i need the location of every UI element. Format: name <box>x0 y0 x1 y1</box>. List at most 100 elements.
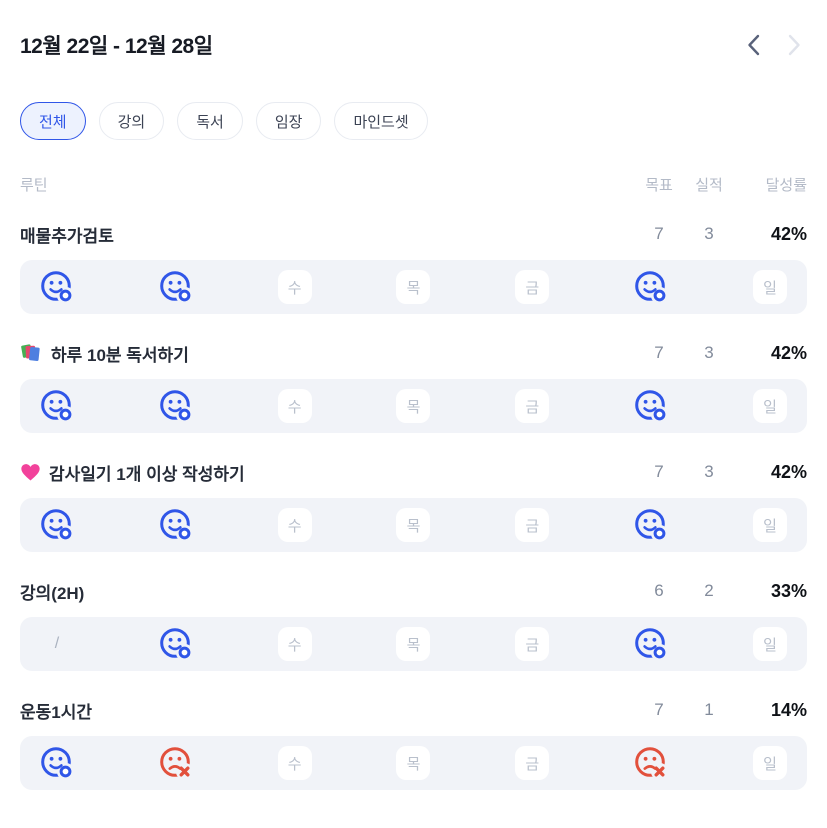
day-cell-금: 금 <box>510 627 554 661</box>
weekly-routine-report: 12월 22일 - 12월 28일 전체 강의 독서 임장 마인드셋 루틴 목표 실적 … <box>20 0 807 790</box>
day-chip-수: 수 <box>277 389 312 423</box>
completed-day-icon <box>157 625 195 663</box>
routine-rate-value: 42% <box>770 342 807 363</box>
column-actual: 실적 <box>695 177 723 194</box>
chevron-right-icon <box>788 34 801 59</box>
completed-day-icon <box>157 506 195 544</box>
day-chip-목: 목 <box>396 508 431 542</box>
day-chip-수: 수 <box>277 627 312 661</box>
day-cell-토 <box>629 744 673 782</box>
day-cell-토 <box>629 268 673 306</box>
routine-rate-value: 14% <box>770 699 807 720</box>
routine-row: 운동1시간 7 1 14% <box>20 697 807 723</box>
routine-actual-value: 1 <box>704 700 714 719</box>
day-cell-목: 목 <box>391 508 435 542</box>
routine-actual-value: 2 <box>704 581 714 600</box>
routine-name-text: 강의(2H) <box>20 583 85 603</box>
completed-day-icon <box>632 387 670 425</box>
day-cell-수: 수 <box>273 627 317 661</box>
completed-day-icon <box>157 268 195 306</box>
day-chip-금: 금 <box>515 746 550 780</box>
day-cell-일: 일 <box>748 627 792 661</box>
filter-chip-전체[interactable]: 전체 <box>20 102 86 140</box>
day-chip-일: 일 <box>752 746 787 780</box>
completed-day-icon <box>632 625 670 663</box>
next-week-button[interactable] <box>788 34 801 56</box>
filter-chip-강의[interactable]: 강의 <box>98 102 165 140</box>
routine-row: 하루 10분 독서하기 7 3 42% <box>20 340 807 366</box>
day-cell-월 <box>35 506 79 544</box>
pink-heart-icon <box>20 463 41 482</box>
day-cell-월 <box>35 268 79 306</box>
day-cell-일: 일 <box>748 508 792 542</box>
routine-rate-value: 42% <box>770 461 807 482</box>
completed-day-icon <box>632 506 670 544</box>
day-cell-수: 수 <box>273 270 317 304</box>
day-cell-월 <box>35 744 79 782</box>
missed-day-icon <box>157 744 195 782</box>
routine-name: 운동1시간 <box>20 698 635 723</box>
day-chip-목: 목 <box>396 746 431 780</box>
routine-row: 감사일기 1개 이상 작성하기 7 3 42% <box>20 459 807 485</box>
routine-name-text: 매물추가검토 <box>20 226 114 246</box>
day-chip-수: 수 <box>277 508 312 542</box>
day-chip-목: 목 <box>396 270 431 304</box>
routine-actual-value: 3 <box>704 224 714 243</box>
day-cell-목: 목 <box>391 627 435 661</box>
day-chip-일: 일 <box>752 389 787 423</box>
routine-goal-value: 7 <box>654 700 664 719</box>
routine-name-text: 운동1시간 <box>20 702 93 722</box>
routine-row: 강의(2H) 6 2 33% <box>20 578 807 604</box>
routine-name: 감사일기 1개 이상 작성하기 <box>20 460 635 485</box>
day-chip-수: 수 <box>277 270 312 304</box>
day-cell-토 <box>629 625 673 663</box>
day-cell-화 <box>154 744 198 782</box>
routine-goal-value: 7 <box>654 224 664 243</box>
prev-week-button[interactable] <box>747 34 760 56</box>
week-nav <box>747 34 807 56</box>
table-header: 루틴 목표 실적 달성률 <box>20 174 807 195</box>
completed-day-icon <box>38 268 76 306</box>
routine-name: 강의(2H) <box>20 579 635 604</box>
day-cell-목: 목 <box>391 270 435 304</box>
page-title: 12월 22일 - 12월 28일 <box>20 35 213 58</box>
missed-day-icon <box>632 744 670 782</box>
chevron-left-icon <box>747 34 760 59</box>
day-chip-일: 일 <box>752 508 787 542</box>
day-cell-화 <box>154 506 198 544</box>
day-cell-목: 목 <box>391 746 435 780</box>
filter-chip-마인드셋[interactable]: 마인드셋 <box>334 102 428 140</box>
week-header: 12월 22일 - 12월 28일 <box>20 0 807 60</box>
day-cell-월 <box>35 387 79 425</box>
filter-chip-독서[interactable]: 독서 <box>177 102 243 140</box>
day-cell-수: 수 <box>273 389 317 423</box>
routine-rate-value: 42% <box>770 223 807 244</box>
day-chip-금: 금 <box>515 389 550 423</box>
routine-actual-value: 3 <box>704 462 714 481</box>
day-cell-토 <box>629 387 673 425</box>
routine-name-text: 하루 10분 독서하기 <box>51 345 189 365</box>
completed-day-icon <box>632 268 670 306</box>
completed-day-icon <box>38 387 76 425</box>
day-cell-화 <box>154 625 198 663</box>
category-filter-bar: 전체 강의 독서 임장 마인드셋 <box>20 102 807 140</box>
day-cell-화 <box>154 387 198 425</box>
filter-chip-임장[interactable]: 임장 <box>255 102 322 140</box>
day-cell-일: 일 <box>748 270 792 304</box>
column-routine: 루틴 <box>20 177 48 194</box>
day-cell-금: 금 <box>510 389 554 423</box>
not-applicable-slash: / <box>54 635 60 652</box>
routine-name: 하루 10분 독서하기 <box>20 341 635 366</box>
day-cell-금: 금 <box>510 508 554 542</box>
completed-day-icon <box>38 506 76 544</box>
day-chip-금: 금 <box>515 627 550 661</box>
day-chip-목: 목 <box>396 627 431 661</box>
day-chip-목: 목 <box>396 389 431 423</box>
day-cell-월: / <box>35 635 79 653</box>
routine-goal-value: 6 <box>654 581 664 600</box>
day-chip-일: 일 <box>752 270 787 304</box>
